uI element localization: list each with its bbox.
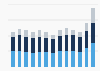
Bar	[78, 32, 82, 37]
Bar	[51, 39, 55, 53]
Bar	[65, 35, 68, 50]
Bar	[18, 29, 21, 35]
Bar	[71, 36, 75, 51]
Bar	[92, 8, 95, 23]
Bar	[58, 30, 62, 36]
Bar	[65, 28, 68, 35]
Bar	[65, 50, 68, 67]
Bar	[85, 31, 88, 48]
Bar	[31, 38, 35, 53]
Bar	[24, 52, 28, 67]
Bar	[58, 51, 62, 67]
Bar	[18, 51, 21, 67]
Bar	[38, 30, 41, 37]
Bar	[11, 51, 14, 67]
Bar	[31, 32, 35, 38]
Bar	[92, 23, 95, 43]
Bar	[51, 35, 55, 39]
Bar	[51, 53, 55, 67]
Bar	[31, 53, 35, 67]
Bar	[44, 52, 48, 67]
Bar	[92, 43, 95, 67]
Bar	[38, 52, 41, 67]
Bar	[24, 30, 28, 37]
Bar	[44, 32, 48, 38]
Bar	[58, 36, 62, 51]
Bar	[78, 37, 82, 52]
Bar	[71, 51, 75, 67]
Bar	[85, 23, 88, 31]
Bar	[44, 38, 48, 52]
Bar	[24, 37, 28, 52]
Bar	[11, 37, 14, 51]
Bar	[18, 35, 21, 51]
Bar	[71, 30, 75, 36]
Bar	[78, 52, 82, 67]
Bar	[11, 32, 14, 37]
Bar	[85, 48, 88, 67]
Bar	[38, 37, 41, 52]
